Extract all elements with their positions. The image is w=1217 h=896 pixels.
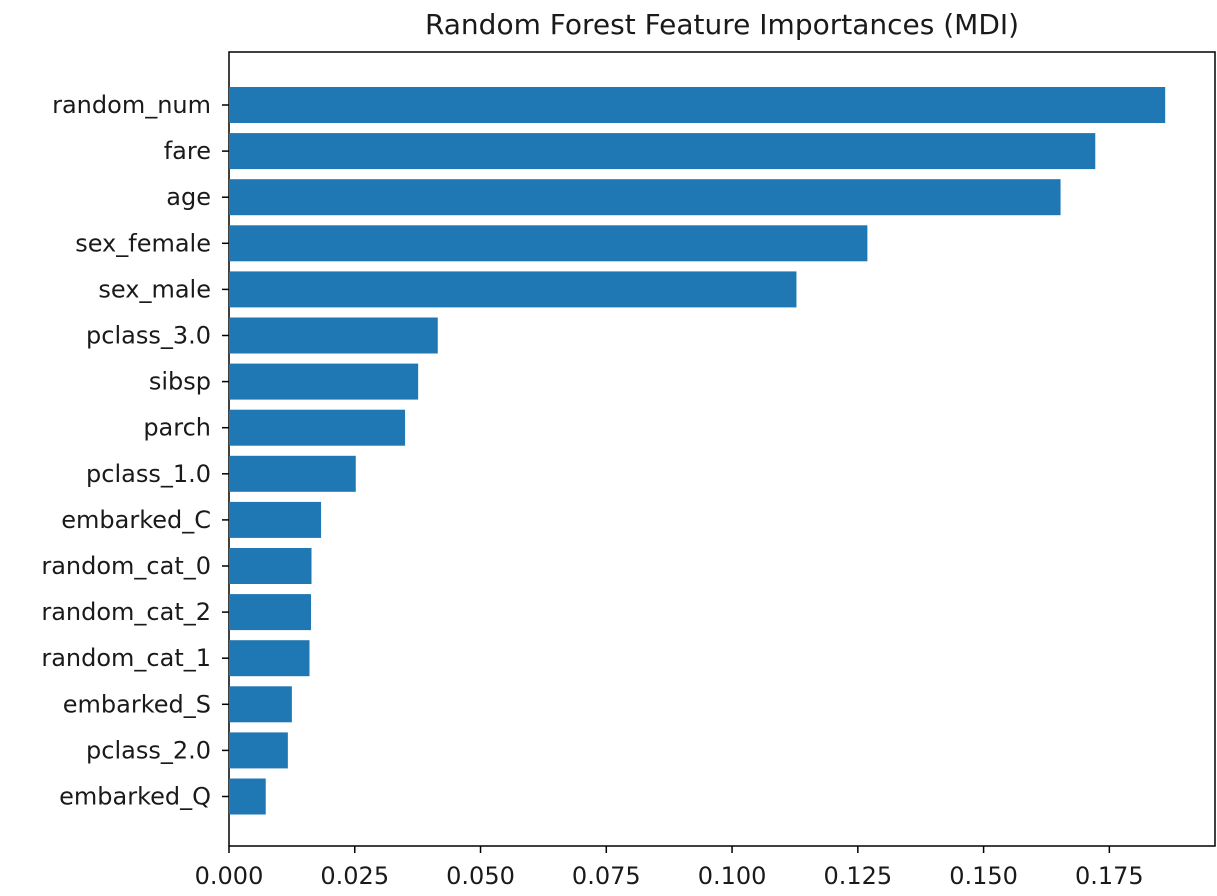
- y-tick-label: embarked_S: [63, 690, 211, 718]
- x-tick-label: 0.025: [320, 862, 389, 890]
- bar-sex_female: [229, 225, 868, 262]
- y-tick-label: random_cat_0: [41, 552, 211, 580]
- bars-group: [229, 87, 1166, 815]
- y-tick-label: fare: [164, 137, 211, 165]
- y-tick-label: random_num: [52, 91, 211, 119]
- y-tick-label: age: [166, 183, 211, 211]
- x-axis: 0.000 0.025 0.050 0.075 0.100 0.125 0.150 0.175: [195, 846, 1144, 890]
- y-tick-label: random_cat_1: [41, 644, 211, 672]
- x-tick-label: 0.050: [446, 862, 515, 890]
- plot-area-frame: [228, 51, 1216, 847]
- y-tick-label: pclass_1.0: [86, 460, 211, 488]
- bar-random_cat_0: [229, 548, 312, 584]
- y-tick-label: embarked_C: [61, 506, 211, 534]
- x-tick-label: 0.150: [949, 862, 1018, 890]
- y-tick-label: sex_male: [98, 275, 211, 303]
- bar-pclass_1.0: [229, 455, 356, 492]
- x-tick-label: 0.075: [572, 862, 641, 890]
- bar-embarked_S: [229, 686, 292, 723]
- bar-sex_male: [229, 271, 797, 308]
- bar-embarked_Q: [229, 778, 266, 815]
- bar-sibsp: [229, 363, 419, 400]
- bar-age: [229, 179, 1061, 216]
- x-tick-label: 0.125: [823, 862, 892, 890]
- y-tick-label: sex_female: [75, 229, 211, 257]
- y-tick-label: pclass_2.0: [86, 736, 211, 764]
- bar-random_cat_2: [229, 594, 311, 631]
- x-tick-label: 0.175: [1075, 862, 1144, 890]
- x-tick-label: 0.100: [698, 862, 767, 890]
- bar-fare: [229, 133, 1096, 170]
- bar-pclass_3.0: [229, 317, 438, 354]
- bar-random_cat_1: [229, 640, 310, 677]
- bar-embarked_C: [229, 501, 322, 538]
- x-tick-label: 0.000: [195, 862, 264, 890]
- bar-parch: [229, 409, 406, 446]
- chart-title: Random Forest Feature Importances (MDI): [425, 8, 1019, 41]
- y-tick-label: pclass_3.0: [86, 322, 211, 350]
- y-tick-label: parch: [143, 414, 211, 442]
- y-tick-label: sibsp: [149, 368, 211, 396]
- bar-random_num: [229, 87, 1166, 123]
- y-tick-label: random_cat_2: [41, 598, 211, 626]
- bar-pclass_2.0: [229, 732, 288, 769]
- y-tick-label: embarked_Q: [59, 783, 211, 811]
